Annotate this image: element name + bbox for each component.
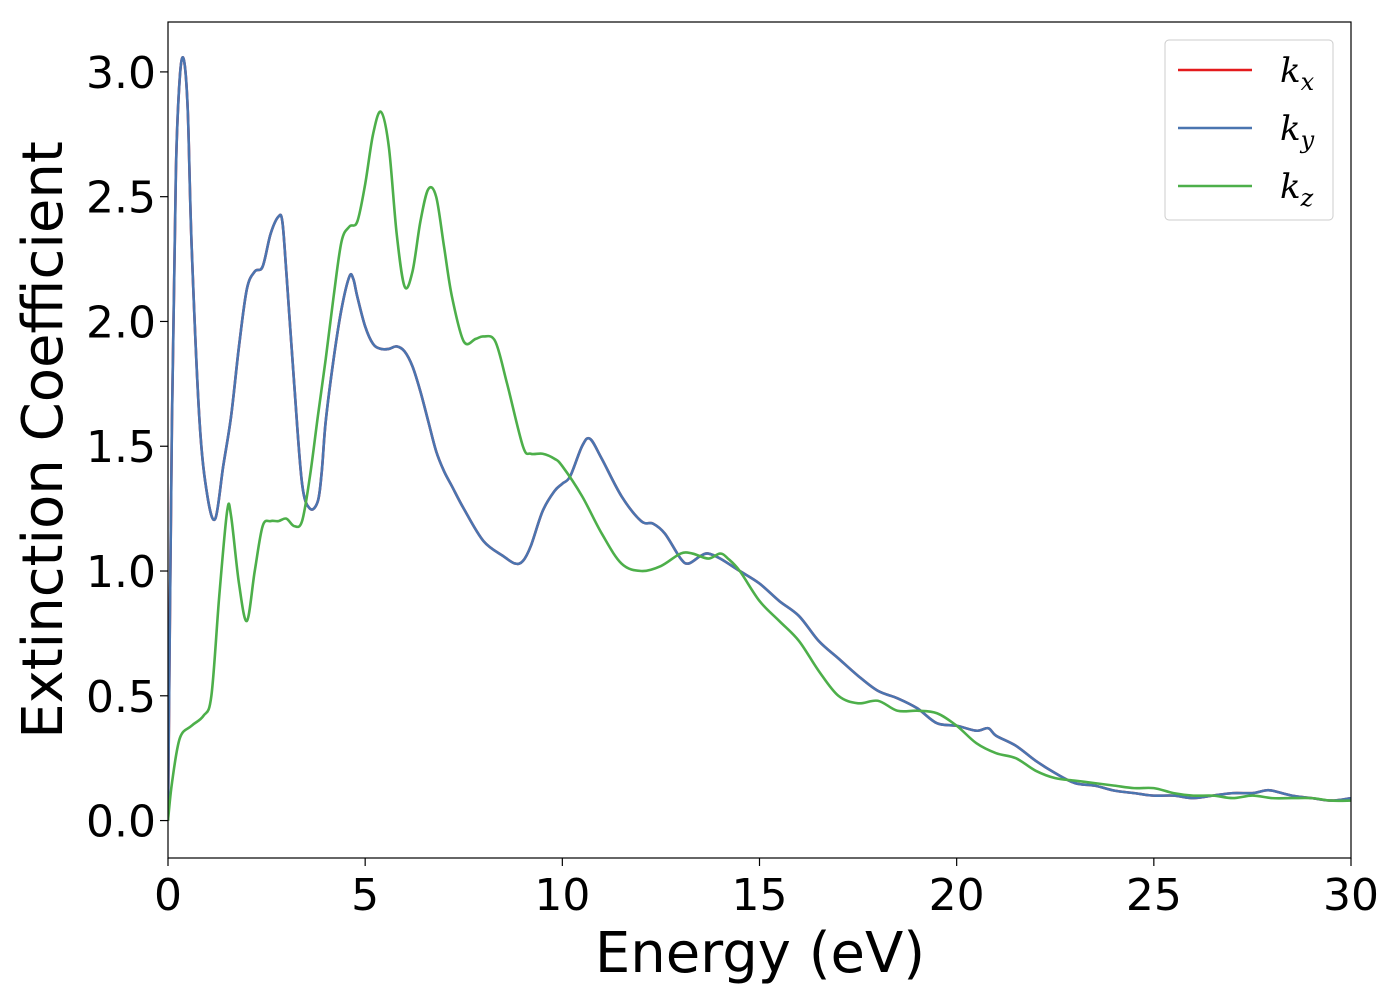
legend-label-x: kx bbox=[1280, 51, 1315, 96]
series-layer bbox=[168, 55, 1351, 821]
y-tick-label: 3.0 bbox=[86, 48, 156, 99]
series-line-z bbox=[168, 110, 1351, 821]
y-tick-label: 1.5 bbox=[86, 422, 156, 473]
y-tick-label: 0.5 bbox=[86, 672, 156, 723]
y-tick-label: 0.0 bbox=[86, 797, 156, 848]
legend-box bbox=[1164, 39, 1334, 221]
x-tick-label: 30 bbox=[1323, 870, 1379, 921]
x-axis-label: Energy (eV) bbox=[595, 921, 925, 986]
series-line-y bbox=[168, 55, 1351, 821]
y-tick-label: 2.0 bbox=[86, 297, 156, 348]
y-axis-label: Extinction Coefficient bbox=[11, 141, 76, 739]
legend: kx ky kz bbox=[1164, 39, 1334, 221]
x-tick-label: 10 bbox=[534, 870, 590, 921]
x-tick-label: 5 bbox=[351, 870, 379, 921]
legend-items: kx ky kz bbox=[1178, 51, 1315, 212]
legend-label-y: ky bbox=[1280, 109, 1315, 154]
x-tick-label: 20 bbox=[929, 870, 985, 921]
legend-label-z: kz bbox=[1280, 167, 1314, 212]
ticks-layer: 0 5 10 15 20 25 30 0.0 0.5 1.0 1.5 2.0 2.5 3.0 bbox=[86, 48, 1379, 921]
x-tick-label: 15 bbox=[732, 870, 788, 921]
y-tick-label: 1.0 bbox=[86, 547, 156, 598]
x-tick-label: 0 bbox=[154, 870, 182, 921]
y-tick-label: 2.5 bbox=[86, 173, 156, 224]
x-tick-label: 25 bbox=[1126, 870, 1182, 921]
